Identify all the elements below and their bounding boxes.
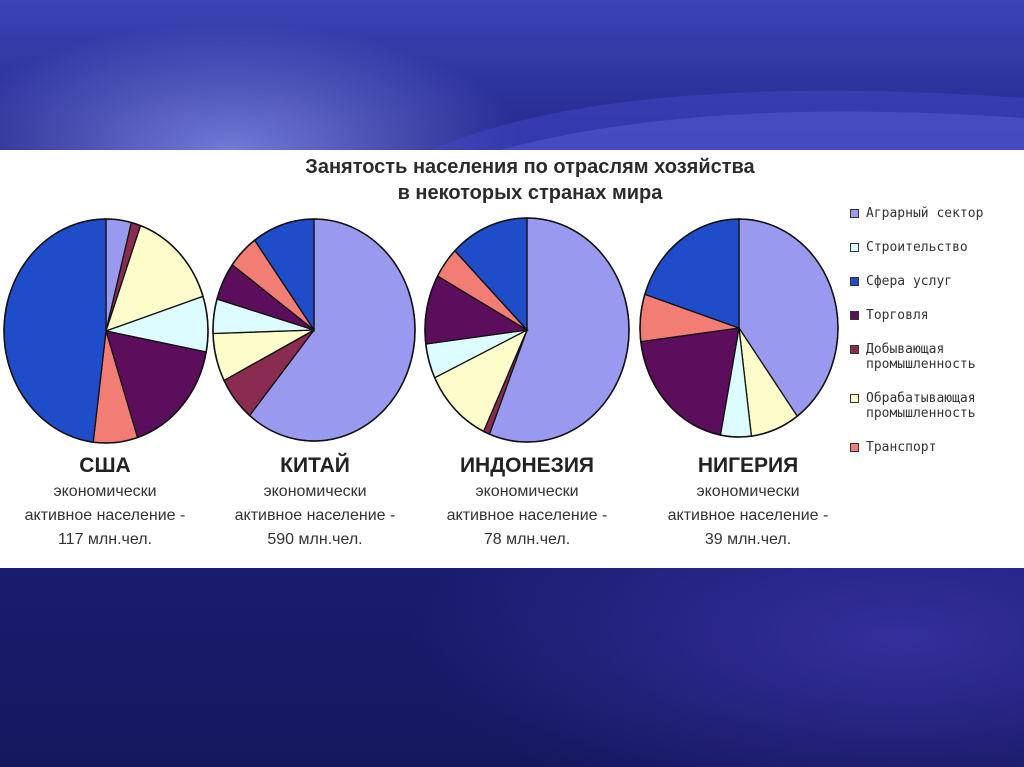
legend-item: Транспорт (848, 440, 1024, 455)
caption-line: активное население - (234, 507, 396, 524)
country-block-usa: США экономически активное население - 11… (0, 452, 210, 552)
legend-swatch (850, 443, 859, 452)
caption-line: 78 млн.чел. (483, 531, 571, 548)
legend: Аграрный сектор Строительство Сфера услу… (848, 206, 1024, 474)
legend-item: Аграрный сектор (848, 206, 1024, 221)
chart-title-line-2: в некоторых странах мира (397, 182, 663, 204)
legend-item: Торговля (848, 308, 1024, 323)
pie-1 (3, 218, 209, 444)
caption-line: 39 млн.чел. (704, 531, 792, 548)
pie-charts (3, 217, 839, 444)
caption-line: экономически (475, 483, 579, 500)
legend-item: Сфера услуг (848, 274, 1024, 289)
chart-title-line-1: Занятость населения по отраслям хозяйств… (305, 156, 755, 178)
legend-swatch (850, 243, 859, 252)
pie-outline (639, 218, 839, 438)
pie-outline (424, 217, 630, 443)
country-block-indonesia: ИНДОНЕЗИЯ экономически активное населени… (422, 452, 632, 552)
legend-label: Транспорт (866, 440, 937, 455)
caption-line: 117 млн.чел. (57, 531, 153, 548)
pie-outline (212, 218, 416, 442)
legend-label: Аграрный сектор (866, 206, 984, 221)
legend-swatch (850, 394, 859, 403)
country-name: ИНДОНЕЗИЯ (459, 454, 595, 477)
legend-label: Торговля (866, 308, 929, 323)
legend-swatch (850, 277, 859, 286)
pie-3 (424, 217, 630, 443)
pie-2 (212, 218, 416, 442)
caption-line: экономически (263, 483, 367, 500)
legend-label: Обрабатывающая промышленность (866, 391, 976, 421)
pie-outline (3, 218, 209, 444)
country-block-nigeria: НИГЕРИЯ экономически активное население … (643, 452, 853, 552)
caption-line: активное население - (446, 507, 608, 524)
country-name: США (79, 454, 131, 477)
legend-label: Строительство (866, 240, 968, 255)
caption-line: активное население - (24, 507, 186, 524)
pie-4 (639, 218, 839, 438)
header-swoosh (430, 90, 1024, 150)
legend-item: Строительство (848, 240, 1024, 255)
country-name: КИТАЙ (280, 454, 350, 477)
legend-item: Добывающая промышленность (848, 342, 1024, 372)
legend-label: Сфера услуг (866, 274, 953, 289)
chart-panel: Занятость населения по отраслям хозяйств… (0, 150, 1024, 568)
legend-label: Добывающая промышленность (866, 342, 976, 372)
caption-line: 590 млн.чел. (267, 531, 363, 548)
legend-swatch (850, 209, 859, 218)
caption-line: активное население - (667, 507, 829, 524)
legend-swatch (850, 345, 859, 354)
caption-line: экономически (696, 483, 800, 500)
legend-item: Обрабатывающая промышленность (848, 391, 1024, 421)
legend-swatch (850, 311, 859, 320)
caption-line: экономически (53, 483, 157, 500)
pie-slice-сфера-услуг (3, 218, 107, 443)
country-name: НИГЕРИЯ (697, 454, 799, 477)
country-block-china: КИТАЙ экономически активное население - … (210, 452, 420, 552)
